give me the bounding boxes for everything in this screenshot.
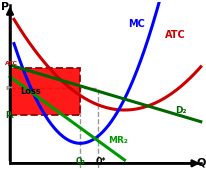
Text: P: P [1, 2, 9, 12]
Bar [10, 68, 80, 115]
Text: D₂: D₂ [174, 106, 185, 115]
Text: Q: Q [195, 158, 205, 167]
Text: MR₂: MR₂ [108, 136, 128, 145]
Text: Q₂: Q₂ [75, 157, 85, 166]
Text: ATC: ATC [5, 61, 18, 66]
Text: Loss: Loss [20, 87, 41, 96]
Text: MC: MC [128, 19, 145, 29]
Text: P*: P* [5, 86, 13, 91]
Text: Q*: Q* [95, 157, 105, 166]
Text: P₂: P₂ [5, 111, 14, 119]
Text: ATC: ATC [164, 30, 185, 40]
